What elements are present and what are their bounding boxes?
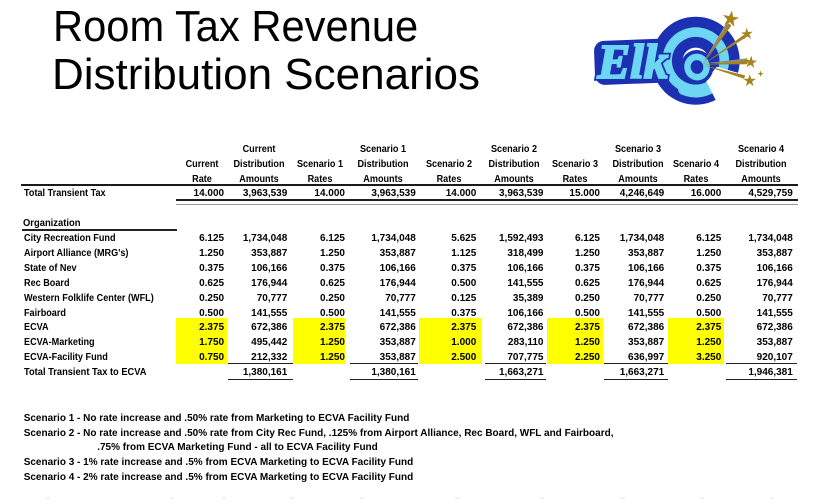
svg-text:Elk: Elk <box>597 34 669 89</box>
svg-text:Elk: Elk <box>597 34 669 89</box>
